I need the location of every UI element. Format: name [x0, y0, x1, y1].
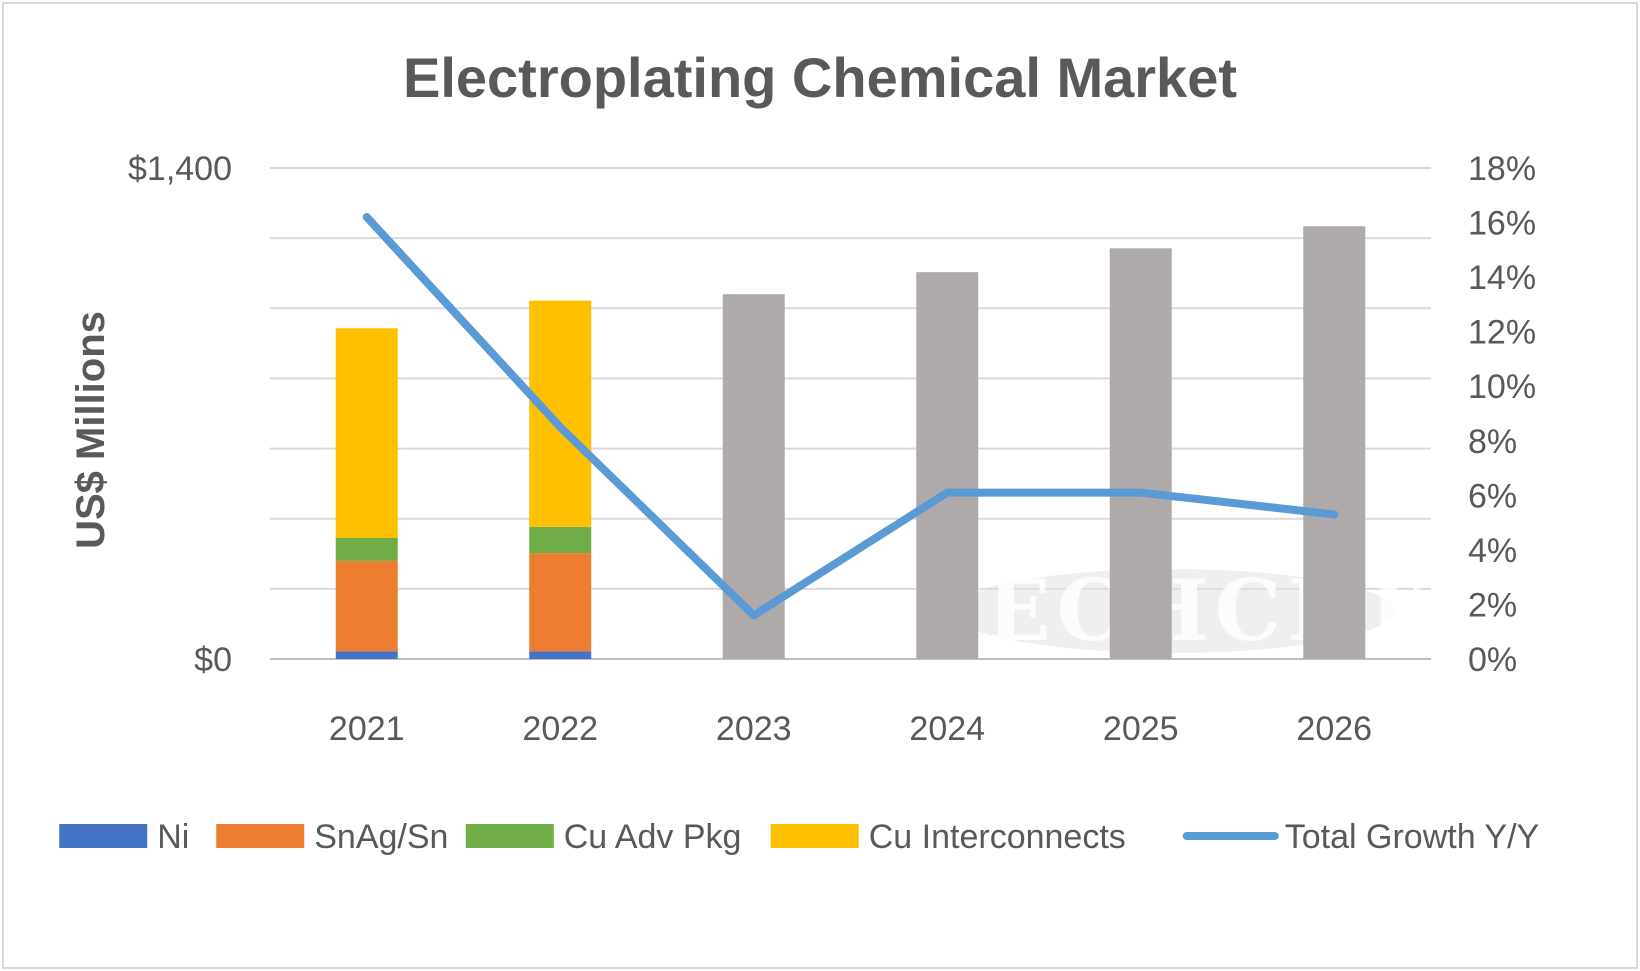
x-tick-label: 2024: [909, 710, 985, 748]
legend-label: Cu Interconnects: [869, 818, 1126, 856]
growth-point: [749, 611, 758, 620]
bar-total: [1109, 248, 1172, 659]
bar-segment: [335, 538, 398, 561]
y2-tick-label: 2%: [1468, 586, 1517, 624]
chart-title: Electroplating Chemical Market: [403, 46, 1237, 109]
y-axis-right: 0% 2% 4% 6% 8% 10% 12% 14% 16% 18%: [1468, 150, 1536, 679]
x-tick-label: 2023: [716, 710, 792, 748]
x-tick-label: 2021: [329, 710, 405, 748]
growth-line-path: [362, 213, 1339, 620]
bar-segment: [529, 553, 592, 652]
legend-label: SnAg/Sn: [314, 818, 448, 856]
growth-point: [556, 423, 565, 432]
y2-tick-label: 4%: [1468, 532, 1517, 570]
bars: [335, 226, 1366, 659]
bar-total: [1303, 226, 1366, 659]
y2-tick-label: 8%: [1468, 423, 1517, 461]
legend: Ni SnAg/Sn Cu Adv Pkg Cu Interconnects Total…: [59, 818, 1539, 856]
legend-item: Cu Interconnects: [770, 818, 1126, 856]
bar-segment: [529, 651, 592, 659]
y2-tick-label: 0%: [1468, 641, 1517, 679]
legend-swatch: [59, 824, 148, 848]
legend-item: SnAg/Sn: [216, 818, 448, 856]
growth-line: [362, 213, 1339, 620]
legend-item: Cu Adv Pkg: [465, 818, 742, 856]
x-axis: 2021 2022 2023 2024 2025 2026: [329, 710, 1372, 748]
y2-tick-label: 10%: [1468, 368, 1536, 406]
x-tick-label: 2025: [1103, 710, 1179, 748]
bar-segment: [335, 560, 398, 652]
x-tick-label: 2026: [1296, 710, 1372, 748]
y2-tick-label: 12%: [1468, 314, 1536, 352]
legend-swatch: [216, 824, 305, 848]
legend-swatch: [770, 824, 859, 848]
y-tick-label: $1,400: [128, 150, 232, 188]
legend-label: Cu Adv Pkg: [564, 818, 742, 856]
y2-tick-label: 18%: [1468, 150, 1536, 188]
y2-tick-label: 14%: [1468, 259, 1536, 297]
legend-swatch: [465, 824, 554, 848]
growth-point: [1330, 510, 1339, 519]
bar-total: [916, 272, 979, 659]
growth-point: [1136, 488, 1145, 497]
legend-label: Total Growth Y/Y: [1285, 818, 1540, 856]
y2-tick-label: 16%: [1468, 205, 1536, 243]
growth-point: [943, 488, 952, 497]
bar-segment: [529, 526, 592, 554]
growth-point: [362, 213, 371, 222]
y-axis-title: US$ Millions: [69, 311, 113, 549]
legend-item: Ni: [59, 818, 189, 856]
y2-tick-label: 6%: [1468, 477, 1517, 515]
bar-segment: [335, 651, 398, 659]
bar-segment: [335, 328, 398, 539]
x-tick-label: 2022: [522, 710, 598, 748]
y-axis-left: $1,400 $0: [128, 150, 232, 679]
legend-item: Total Growth Y/Y: [1182, 818, 1540, 856]
legend-label: Ni: [157, 818, 189, 856]
y-tick-label: $0: [194, 641, 232, 679]
bar-segment: [529, 300, 592, 527]
watermark-ellipse: [950, 569, 1394, 653]
